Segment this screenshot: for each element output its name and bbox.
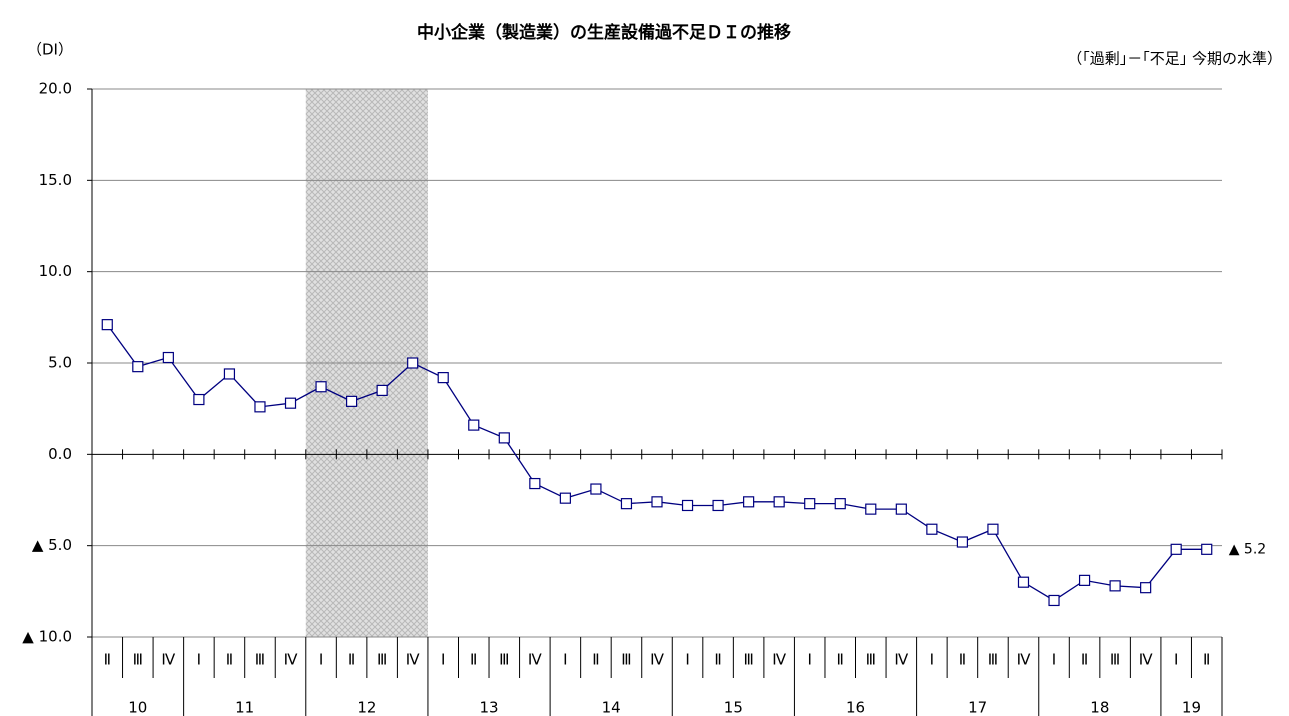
x-tick-label: Ⅲ bbox=[133, 651, 143, 669]
x-tick-label: Ⅱ bbox=[1203, 651, 1210, 669]
note: （｢過剰｣－｢不足｣ 今期の水準） bbox=[1067, 50, 1282, 68]
x-tick-label: Ⅱ bbox=[226, 651, 233, 669]
point bbox=[1201, 543, 1213, 555]
year-label: 18 bbox=[1090, 699, 1109, 716]
point bbox=[620, 498, 633, 510]
x-tick-label: Ⅲ bbox=[866, 651, 876, 669]
point bbox=[956, 536, 969, 548]
year-label: 15 bbox=[724, 699, 743, 716]
year-label: 14 bbox=[602, 699, 621, 716]
x-tick-label: Ⅲ bbox=[255, 651, 265, 669]
x-tick-label: Ⅳ bbox=[1017, 651, 1031, 669]
point bbox=[834, 498, 846, 510]
point bbox=[1109, 580, 1121, 592]
y-tick-label: ▲ 5.0 bbox=[32, 536, 72, 554]
point bbox=[987, 523, 999, 535]
point bbox=[437, 372, 449, 384]
point bbox=[895, 503, 907, 515]
point bbox=[865, 503, 877, 515]
point bbox=[193, 393, 205, 406]
x-tick-label: Ⅲ bbox=[377, 651, 387, 669]
year-label: 11 bbox=[235, 699, 254, 716]
year-label: 19 bbox=[1182, 699, 1201, 716]
x-tick-label: Ⅰ bbox=[1052, 651, 1056, 669]
x-tick-label: Ⅳ bbox=[406, 651, 420, 669]
point bbox=[1140, 582, 1152, 594]
x-tick-label: Ⅲ bbox=[988, 651, 998, 669]
point bbox=[468, 419, 480, 431]
y-tick-label: 5.0 bbox=[48, 354, 72, 372]
x-tick-label: Ⅳ bbox=[528, 651, 542, 669]
x-tick-label: Ⅳ bbox=[772, 651, 786, 669]
point bbox=[712, 499, 724, 512]
y-axis-label: （DI） bbox=[27, 41, 73, 59]
x-tick-label: Ⅱ bbox=[959, 651, 966, 669]
year-label: 13 bbox=[479, 699, 498, 716]
point bbox=[498, 432, 510, 444]
y-tick-label: 0.0 bbox=[48, 445, 72, 463]
point bbox=[1170, 543, 1182, 555]
x-tick-label: Ⅱ bbox=[470, 651, 477, 669]
x-tick-label: Ⅱ bbox=[1081, 651, 1088, 669]
x-tick-label: Ⅳ bbox=[284, 651, 298, 669]
point bbox=[1048, 594, 1060, 607]
point bbox=[132, 361, 144, 373]
point bbox=[681, 499, 694, 512]
point bbox=[407, 357, 419, 369]
x-tick-label: Ⅰ bbox=[930, 651, 934, 669]
x-tick-label: Ⅳ bbox=[161, 651, 175, 669]
year-label: 12 bbox=[357, 699, 376, 716]
x-tick-label: Ⅱ bbox=[348, 651, 355, 669]
point bbox=[743, 496, 755, 508]
x-tick-label: Ⅱ bbox=[837, 651, 844, 669]
x-tick-label: Ⅰ bbox=[807, 651, 811, 669]
year-label: 16 bbox=[846, 699, 865, 716]
point bbox=[1017, 576, 1030, 588]
x-tick-label: Ⅰ bbox=[1174, 651, 1178, 669]
x-tick-label: Ⅰ bbox=[197, 651, 201, 669]
x-tick-label: Ⅲ bbox=[1110, 651, 1120, 669]
x-tick-label: Ⅱ bbox=[714, 651, 721, 669]
x-tick-label: Ⅳ bbox=[894, 651, 908, 669]
x-tick-label: Ⅰ bbox=[685, 651, 689, 669]
point bbox=[651, 496, 663, 508]
x-tick-label: Ⅰ bbox=[563, 651, 567, 669]
point bbox=[101, 319, 113, 331]
year-label: 10 bbox=[128, 699, 147, 716]
point bbox=[376, 384, 388, 396]
point bbox=[559, 492, 571, 504]
point bbox=[315, 381, 327, 393]
chart-title: 中小企業（製造業）の生産設備過不足ＤＩの推移 bbox=[417, 22, 791, 43]
point bbox=[1078, 574, 1091, 586]
point bbox=[345, 395, 358, 407]
y-tick-label: 10.0 bbox=[39, 262, 72, 280]
point bbox=[529, 477, 541, 490]
x-tick-label: Ⅳ bbox=[1139, 651, 1153, 669]
x-tick-label: Ⅳ bbox=[650, 651, 664, 669]
point bbox=[590, 483, 602, 495]
value-label: ▲ 5.2 bbox=[1229, 541, 1266, 557]
point bbox=[254, 401, 266, 413]
x-tick-label: Ⅲ bbox=[743, 651, 753, 669]
point bbox=[284, 397, 297, 409]
x-tick-label: Ⅱ bbox=[592, 651, 599, 669]
y-tick-label: ▲ 10.0 bbox=[22, 628, 72, 646]
point bbox=[223, 368, 236, 380]
x-tick-label: Ⅰ bbox=[319, 651, 323, 669]
year-label: 17 bbox=[968, 699, 987, 716]
point bbox=[773, 496, 785, 508]
y-tick-label: 20.0 bbox=[39, 80, 72, 98]
series-line bbox=[106, 324, 1207, 602]
y-tick-label: 15.0 bbox=[39, 171, 72, 189]
point bbox=[162, 351, 174, 364]
x-tick-label: Ⅰ bbox=[441, 651, 445, 669]
x-tick-label: Ⅲ bbox=[499, 651, 509, 669]
x-tick-label: Ⅲ bbox=[621, 651, 631, 669]
point bbox=[804, 498, 816, 510]
x-tick-label: Ⅱ bbox=[104, 651, 111, 669]
point bbox=[926, 523, 938, 535]
